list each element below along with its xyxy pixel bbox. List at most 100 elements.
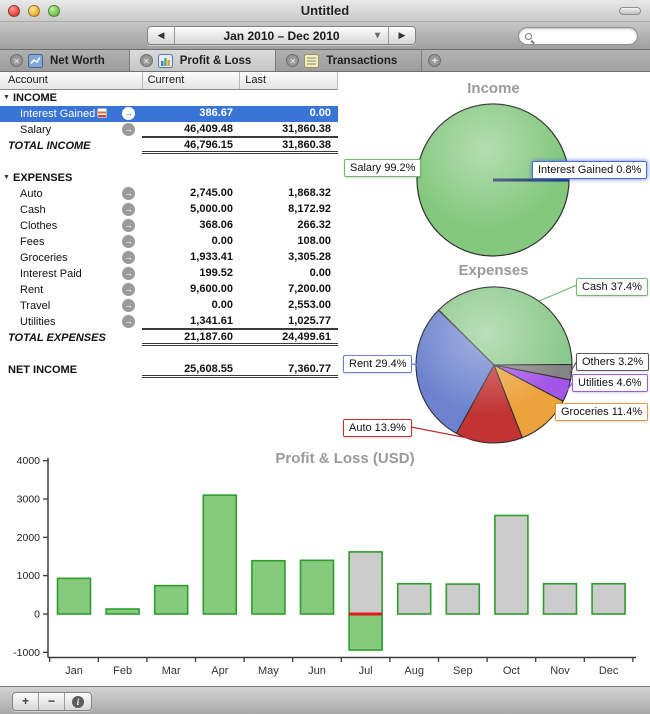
- cell-current: 46,409.48: [142, 122, 240, 138]
- income-pie-title: Income: [467, 80, 520, 97]
- account-row-utilities[interactable]: Utilities → 1,341.61 1,025.77: [0, 314, 338, 330]
- total-row-total-income: TOTAL INCOME 46,796.15 31,860.38: [0, 138, 338, 154]
- cell-current: 2,745.00: [190, 187, 233, 199]
- bar-sep: [445, 583, 481, 615]
- group-row-expenses[interactable]: ▼ EXPENSES: [0, 170, 338, 186]
- x-tick-label: Jan: [65, 665, 83, 677]
- account-row-clothes[interactable]: Clothes → 368.06 266.32: [0, 218, 338, 234]
- account-row-rent[interactable]: Rent → 9,600.00 7,200.00: [0, 282, 338, 298]
- cell-last: 0.00: [309, 267, 331, 279]
- pie-leader-line: [538, 284, 578, 302]
- add-tab-button[interactable]: +: [428, 54, 442, 67]
- close-tab-icon[interactable]: ✕: [286, 54, 300, 67]
- cell-last: [240, 170, 338, 186]
- tab-transactions[interactable]: ✕ Transactions: [276, 50, 423, 71]
- drilldown-arrow-button[interactable]: →: [122, 219, 135, 232]
- account-row-interest-paid[interactable]: Interest Paid → 199.52 0.00: [0, 266, 338, 282]
- account-cell: Auto →: [0, 186, 142, 202]
- date-range-label: Jan 2010 – Dec 2010: [223, 28, 340, 43]
- date-range-dropdown[interactable]: Jan 2010 – Dec 2010 ▾: [175, 27, 388, 44]
- pie-label-salary[interactable]: Salary 99.2%: [344, 159, 422, 177]
- drilldown-arrow-button[interactable]: →: [122, 123, 135, 136]
- account-row-cash[interactable]: Cash → 5,000.00 8,172.92: [0, 202, 338, 218]
- drilldown-arrow-button[interactable]: →: [122, 315, 135, 328]
- search-icon: [525, 32, 532, 40]
- tab-label: Net Worth: [50, 54, 105, 67]
- tab-profit-and-loss[interactable]: ✕ Profit & Loss: [129, 50, 277, 71]
- account-row-interest-gained[interactable]: Interest Gained → 386.67 0.00: [0, 106, 338, 122]
- add-button[interactable]: +: [13, 693, 39, 710]
- y-tick-label: 0: [34, 609, 40, 621]
- bar-nov: [542, 582, 578, 615]
- close-tab-icon[interactable]: ✕: [139, 54, 153, 67]
- account-cell: Fees →: [0, 234, 142, 250]
- cell-current: 5,000.00: [190, 203, 233, 215]
- account-name: Salary: [20, 124, 52, 136]
- search-input[interactable]: [536, 30, 626, 42]
- column-header-last[interactable]: Last: [239, 72, 337, 89]
- previous-period-button[interactable]: ◀: [148, 27, 175, 44]
- pie-label-interest-gained[interactable]: Interest Gained 0.8%: [532, 161, 648, 179]
- tab-label: Profit & Loss: [179, 54, 252, 67]
- table-body: ▼ INCOME Interest Gained → 386.67 0.00 Salary →…: [0, 90, 338, 378]
- cell-current: 199.52: [199, 267, 233, 279]
- group-name: EXPENSES: [13, 172, 73, 184]
- group-row-income[interactable]: ▼ INCOME: [0, 90, 338, 106]
- column-header-current[interactable]: Current: [141, 72, 240, 89]
- cell-current: [142, 90, 240, 106]
- pie-label-auto[interactable]: Auto 13.9%: [343, 419, 412, 437]
- tab-net-worth[interactable]: ✕ Net Worth: [0, 50, 130, 71]
- toolbar-toggle-button[interactable]: [619, 7, 641, 15]
- account-row-auto[interactable]: Auto → 2,745.00 1,868.32: [0, 186, 338, 202]
- drilldown-arrow-button[interactable]: →: [122, 187, 135, 200]
- pie-label-utilities[interactable]: Utilities 4.6%: [572, 374, 648, 392]
- pie-label-others[interactable]: Others 3.2%: [576, 353, 650, 371]
- search-field[interactable]: [518, 27, 638, 45]
- pie-label-cash[interactable]: Cash 37.4%: [576, 278, 648, 296]
- cell-last: 0.00: [309, 107, 331, 119]
- cell-current: [142, 170, 240, 186]
- left-arrow-icon: ◀: [157, 30, 165, 40]
- net-income-row: NET INCOME 25,608.55 7,360.77: [0, 362, 338, 378]
- title-bar[interactable]: Untitled: [0, 0, 650, 22]
- account-cell: Interest Paid →: [0, 266, 142, 282]
- account-row-salary[interactable]: Salary → 46,409.48 31,860.38: [0, 122, 338, 138]
- account-row-groceries[interactable]: Groceries → 1,933.41 3,305.28: [0, 250, 338, 266]
- date-range-control: ◀ Jan 2010 – Dec 2010 ▾ ▶: [147, 26, 416, 45]
- tab-label: Transactions: [326, 54, 398, 67]
- disclosure-triangle-icon[interactable]: ▼: [3, 94, 10, 101]
- info-button[interactable]: i: [65, 693, 91, 710]
- close-window-button[interactable]: [8, 5, 20, 17]
- account-actions-group: + − i: [12, 692, 92, 711]
- drilldown-arrow-button[interactable]: →: [122, 203, 135, 216]
- pie-label-rent[interactable]: Rent 29.4%: [343, 355, 413, 373]
- account-name: Auto: [20, 188, 43, 200]
- y-tick-label: -1000: [13, 647, 40, 659]
- bar-jul-actual: [348, 613, 383, 651]
- drilldown-arrow-button[interactable]: →: [122, 251, 135, 264]
- cell-current: 21,187.60: [142, 330, 240, 346]
- drilldown-arrow-button[interactable]: →: [122, 107, 135, 120]
- column-header-account[interactable]: Account: [8, 74, 48, 86]
- remove-button[interactable]: −: [39, 693, 65, 710]
- table-header: Account Current Last: [0, 72, 338, 90]
- drilldown-arrow-button[interactable]: →: [122, 283, 135, 296]
- account-row-travel[interactable]: Travel → 0.00 2,553.00: [0, 298, 338, 314]
- drilldown-arrow-button[interactable]: →: [122, 299, 135, 312]
- drilldown-arrow-button[interactable]: →: [122, 267, 135, 280]
- account-row-fees[interactable]: Fees → 0.00 108.00: [0, 234, 338, 250]
- next-period-button[interactable]: ▶: [388, 27, 415, 44]
- cell-current: 1,341.61: [142, 314, 240, 330]
- x-tick-label: May: [258, 665, 279, 677]
- disclosure-triangle-icon[interactable]: ▼: [3, 174, 10, 181]
- close-tab-icon[interactable]: ✕: [10, 54, 23, 67]
- drilldown-arrow-button[interactable]: →: [122, 235, 135, 248]
- group-name: INCOME: [13, 92, 57, 104]
- cell-last: 31,860.38: [240, 138, 338, 154]
- cell-last: 1,025.77: [240, 314, 338, 330]
- zoom-window-button[interactable]: [48, 5, 60, 17]
- pie-label-groceries[interactable]: Groceries 11.4%: [555, 403, 649, 421]
- total-label: TOTAL INCOME: [8, 140, 91, 152]
- minimize-window-button[interactable]: [28, 5, 40, 17]
- cell-last: 7,200.00: [288, 283, 331, 295]
